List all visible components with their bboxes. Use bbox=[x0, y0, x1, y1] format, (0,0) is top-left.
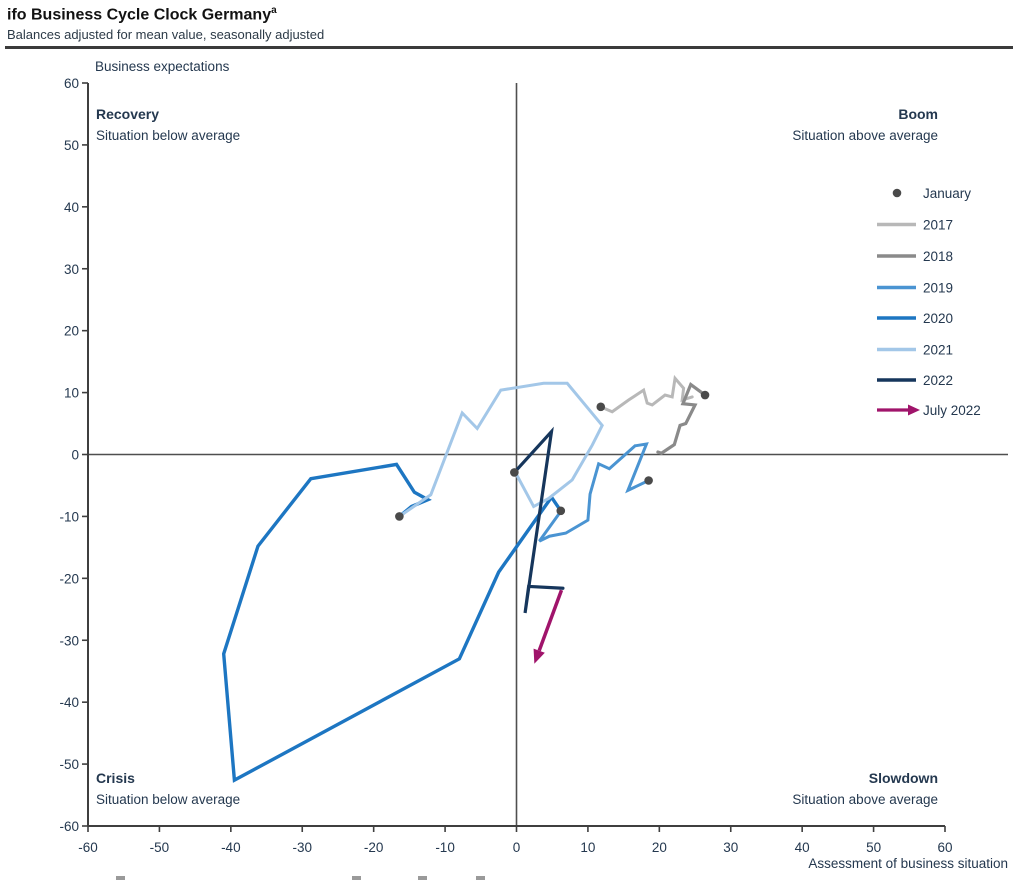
x-tick-label: 20 bbox=[652, 840, 667, 855]
y-tick-label: -50 bbox=[59, 757, 79, 772]
quadrant-desc: Situation above average bbox=[792, 792, 938, 807]
y-tick-label: -20 bbox=[59, 571, 79, 586]
y-tick-label: 10 bbox=[64, 386, 79, 401]
x-tick-label: 60 bbox=[937, 840, 952, 855]
trace-2019 bbox=[538, 442, 651, 543]
legend-label-2017: 2017 bbox=[923, 218, 953, 233]
x-tick-label: -20 bbox=[364, 840, 384, 855]
header-divider bbox=[5, 46, 1013, 49]
x-tick-label: 50 bbox=[866, 840, 881, 855]
quadrant-label-slowdown: Slowdown Situation above average bbox=[792, 768, 938, 810]
x-tick-label: -60 bbox=[78, 840, 98, 855]
x-axis-title: Assessment of business situation bbox=[808, 856, 1008, 871]
legend-label-2020: 2020 bbox=[923, 311, 953, 326]
quadrant-name: Recovery bbox=[96, 106, 160, 122]
legend-label-2019: 2019 bbox=[923, 281, 953, 296]
january-dot bbox=[596, 402, 606, 412]
y-tick-label: 50 bbox=[64, 138, 79, 153]
legend-label-2021: 2021 bbox=[923, 343, 953, 358]
quadrant-label-crisis: Crisis Situation below average bbox=[96, 768, 240, 810]
trace-2020 bbox=[221, 462, 563, 783]
trace-2018 bbox=[656, 382, 707, 456]
y-tick-label: 60 bbox=[64, 76, 79, 91]
july-2022-arrow bbox=[537, 589, 564, 652]
quadrant-desc: Situation below average bbox=[96, 792, 241, 807]
legend-label-2022: 2022 bbox=[923, 373, 953, 388]
quadrant-name: Crisis bbox=[96, 770, 135, 786]
legend-label-2018: 2018 bbox=[923, 249, 953, 264]
legend-label-july-2022: July 2022 bbox=[923, 403, 981, 418]
x-tick-label: -40 bbox=[221, 840, 241, 855]
january-dot bbox=[510, 468, 519, 477]
y-tick-label: 40 bbox=[64, 200, 79, 215]
quadrant-desc: Situation above average bbox=[792, 128, 938, 143]
x-tick-label: 0 bbox=[513, 840, 521, 855]
y-axis-title: Business expectations bbox=[95, 59, 230, 74]
january-dot bbox=[644, 476, 653, 485]
quadrant-desc: Situation below average bbox=[96, 128, 241, 143]
legend-marker-arrow-head bbox=[908, 404, 920, 416]
x-tick-label: -50 bbox=[150, 840, 170, 855]
chart-title: ifo Business Cycle Clock Germanya bbox=[7, 5, 277, 24]
y-tick-label: 20 bbox=[64, 324, 79, 339]
chart-title-text: ifo Business Cycle Clock Germany bbox=[7, 6, 272, 24]
january-dot bbox=[700, 390, 710, 400]
footnote-cutoff-mark bbox=[352, 876, 361, 880]
x-tick-label: 30 bbox=[723, 840, 738, 855]
trace-2022 bbox=[512, 426, 565, 614]
chart-title-footnote-marker: a bbox=[271, 5, 277, 16]
july-2022-arrow-head bbox=[533, 648, 545, 664]
trace-2017 bbox=[599, 374, 694, 414]
y-tick-label: 0 bbox=[71, 448, 79, 463]
y-tick-label: -40 bbox=[59, 695, 79, 710]
quadrant-label-recovery: Recovery Situation below average bbox=[96, 104, 240, 146]
quadrant-name: Boom bbox=[898, 106, 938, 122]
legend-label-january: January bbox=[923, 186, 971, 201]
y-tick-label: -60 bbox=[59, 819, 79, 834]
x-tick-label: -10 bbox=[435, 840, 455, 855]
x-tick-label: -30 bbox=[292, 840, 312, 855]
legend-marker-dot bbox=[892, 188, 902, 198]
x-tick-label: 40 bbox=[795, 840, 810, 855]
chart-subtitle: Balances adjusted for mean value, season… bbox=[7, 27, 325, 42]
january-dot bbox=[556, 506, 566, 516]
footnote-cutoff-mark bbox=[476, 876, 485, 880]
quadrant-name: Slowdown bbox=[868, 770, 938, 786]
y-tick-label: 30 bbox=[64, 262, 79, 277]
x-tick-label: 10 bbox=[580, 840, 595, 855]
footnote-cutoff-mark bbox=[116, 876, 125, 880]
quadrant-label-boom: Boom Situation above average bbox=[792, 104, 938, 146]
footnote-cutoff-mark bbox=[418, 876, 427, 880]
january-dot bbox=[395, 512, 404, 521]
y-tick-label: -10 bbox=[59, 509, 79, 524]
y-tick-label: -30 bbox=[59, 633, 79, 648]
trace-2021 bbox=[397, 381, 604, 518]
